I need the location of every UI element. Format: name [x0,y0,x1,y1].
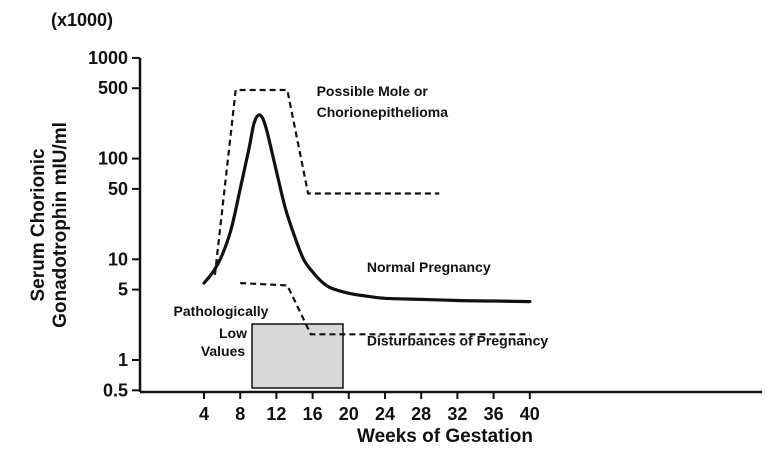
x-axis-title: Weeks of Gestation [357,426,533,447]
y-multiplier: (x1000) [51,10,113,30]
series-line-possible-mole-or-chorionepithelioma [213,88,440,276]
y-tick-label: 1 [118,350,128,370]
x-tick-label: 8 [235,404,245,424]
x-tick-label: 40 [520,404,540,424]
shaded-region-label: Values [201,343,246,359]
annotation-label: Possible Mole or [317,83,429,99]
y-tick-label: 500 [98,78,128,98]
x-tick-label: 36 [484,404,504,424]
series-line-normal-pregnancy [202,113,532,304]
y-tick-label: 0.5 [103,380,128,400]
x-tick-label: 24 [375,404,395,424]
annotation-label: Disturbances of Pregnancy [367,332,548,348]
y-tick-label: 10 [108,249,128,269]
x-tick-label: 4 [199,404,209,424]
shaded-region-label: Pathologically [174,303,269,319]
y-axis-title-line: Serum Chorionic [28,148,49,302]
series-line-disturbances-of-pregnancy [240,282,530,336]
shaded-region-label: Low [219,325,247,341]
shaded-region [251,323,344,389]
y-tick-label: 5 [118,280,128,300]
y-tick-label: 50 [108,179,128,199]
y-tick-label: 100 [98,149,128,169]
annotation-label: Chorionepithelioma [317,104,449,120]
annotation-label: Normal Pregnancy [367,259,491,275]
x-tick-label: 12 [266,404,286,424]
x-tick-label: 20 [339,404,359,424]
x-tick-label: 32 [447,404,467,424]
x-tick-label: 16 [303,404,323,424]
x-tick-label: 28 [411,404,431,424]
y-axis-title-line: Gonadotrophin mIU/ml [50,122,71,328]
y-tick-label: 1000 [88,48,128,68]
